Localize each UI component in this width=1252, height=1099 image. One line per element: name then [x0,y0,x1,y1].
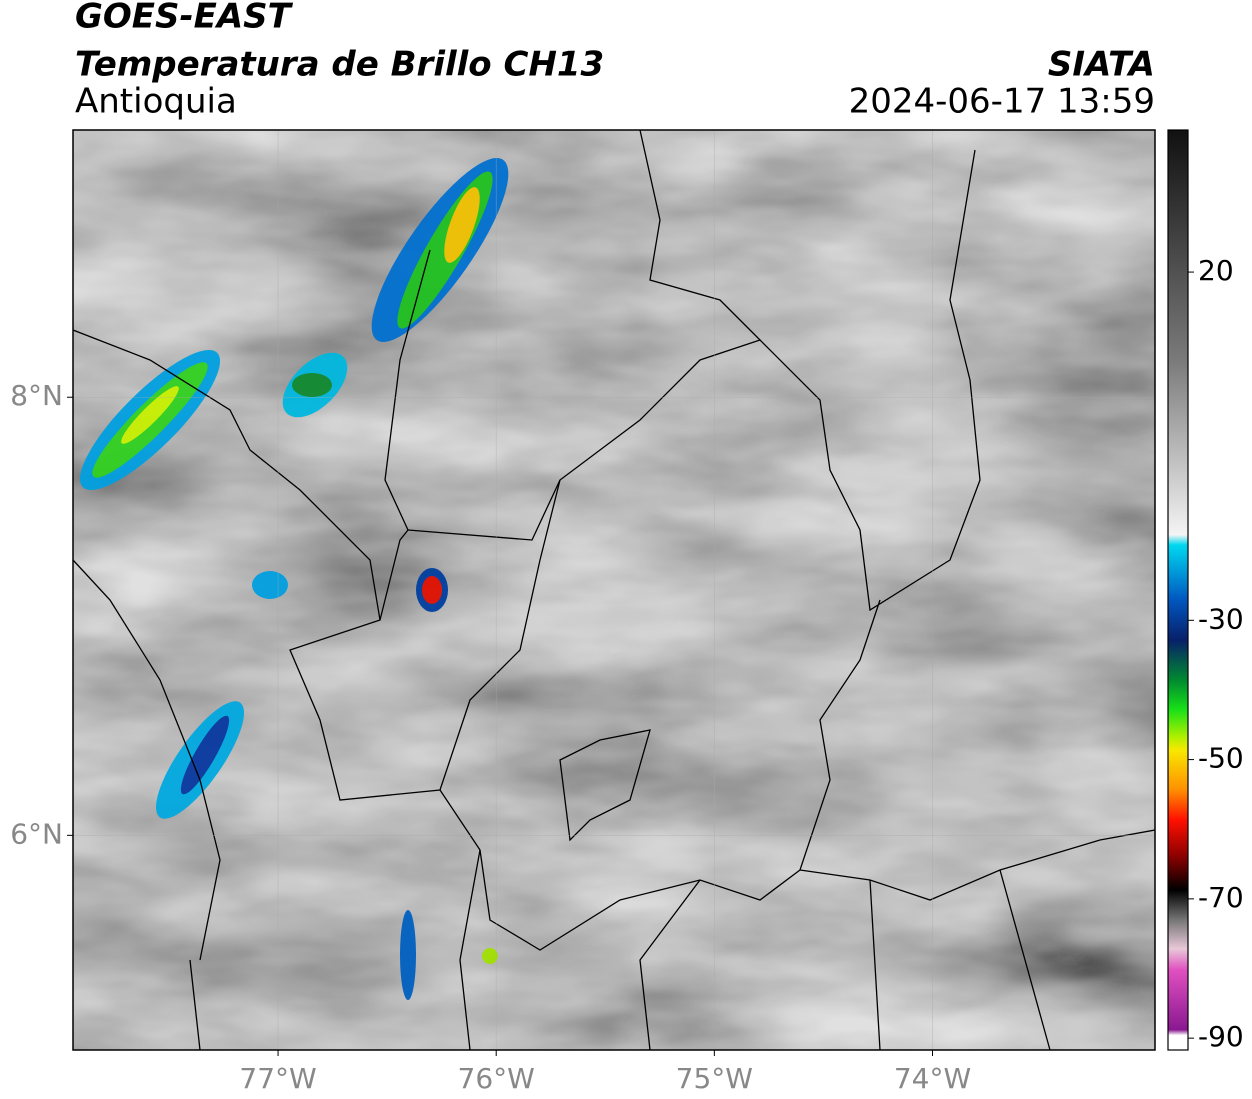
x-tick-label: 75°W [676,1062,753,1095]
x-tick-label: 77°W [239,1062,316,1095]
colorbar-tick-label: -50 [1198,742,1244,775]
colorbar-tick-label: -30 [1198,602,1244,635]
region: Antioquia [75,82,237,122]
x-tick-label: 74°W [894,1062,971,1095]
colorbar [1167,129,1189,1051]
map-image [73,130,1155,1050]
timestamp: 2024-06-17 13:59 [849,82,1155,122]
subtitle: Temperatura de Brillo CH13 [75,45,604,85]
map-frame [72,129,1156,1051]
y-tick-label: 6°N [10,817,63,850]
title: GOES-EAST [75,0,294,37]
colorbar-tick-label: -90 [1198,1020,1244,1053]
source: SIATA [1048,45,1155,85]
x-tick-label: 76°W [458,1062,535,1095]
y-tick-label: 8°N [10,379,63,412]
colorbar-tick-label: 20 [1198,254,1234,287]
colorbar-tick-label: -70 [1198,881,1244,914]
